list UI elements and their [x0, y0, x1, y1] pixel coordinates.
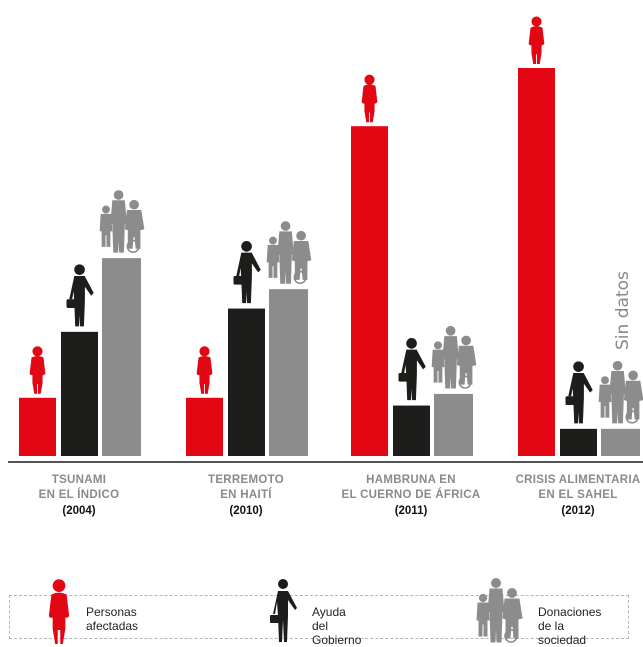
businessman-icon [233, 241, 261, 304]
bar-society-2 [434, 393, 473, 456]
bar-government-0 [61, 331, 98, 456]
category-label: EN HAITÍ [220, 488, 272, 501]
category-label: TERREMOTO [208, 474, 284, 486]
businessman-icon [565, 361, 593, 424]
bar-society-1 [269, 289, 308, 456]
person-icon [46, 578, 72, 644]
bar-government-2 [393, 405, 430, 456]
bar-chart: TSUNAMI EN EL ÍNDICO (2004) TERREMOTO EN HAI… [8, 16, 643, 517]
legend-label-government: Ayuda del Gobierno [312, 605, 362, 647]
category-year: (2011) [395, 505, 428, 517]
bar-society-0 [102, 258, 141, 456]
category-year: (2012) [561, 505, 594, 517]
bar-government-3 [560, 428, 597, 456]
category-label: HAMBRUNA EN [366, 474, 456, 486]
category-label: CRISIS ALIMENTARIA [516, 474, 641, 486]
no-data-annotation: Sin datos [613, 271, 633, 350]
family-icon [266, 221, 312, 285]
bar-government-1 [228, 308, 265, 456]
bar-affected-3 [518, 68, 555, 456]
businessman-icon [398, 338, 426, 401]
legend-label-society: Donaciones de la sociedad [538, 605, 602, 647]
category-label: EN EL ÍNDICO [39, 488, 120, 501]
businessman-icon [270, 578, 300, 644]
person-icon [196, 346, 213, 394]
category-label: EN EL SAHEL [538, 489, 617, 501]
legend-label-affected: Personas afectadas [86, 605, 139, 633]
category-year: (2004) [62, 505, 95, 517]
bar-affected-2 [351, 126, 388, 456]
person-icon [29, 346, 46, 394]
bar-affected-0 [19, 397, 56, 456]
family-icon [431, 325, 477, 389]
businessman-icon [66, 264, 94, 327]
legend: Personas afectadas Ayuda del Gobierno Dona… [9, 595, 629, 647]
bar-affected-1 [186, 397, 223, 456]
family-icon [472, 578, 526, 644]
category-label: TSUNAMI [52, 474, 107, 486]
category-label: EL CUERNO DE ÁFRICA [341, 488, 480, 501]
person-icon [528, 16, 545, 64]
family-icon [99, 190, 145, 253]
category-year: (2010) [229, 505, 262, 517]
person-icon [361, 74, 378, 123]
bar-society-3 [601, 428, 640, 456]
family-icon [598, 360, 643, 424]
